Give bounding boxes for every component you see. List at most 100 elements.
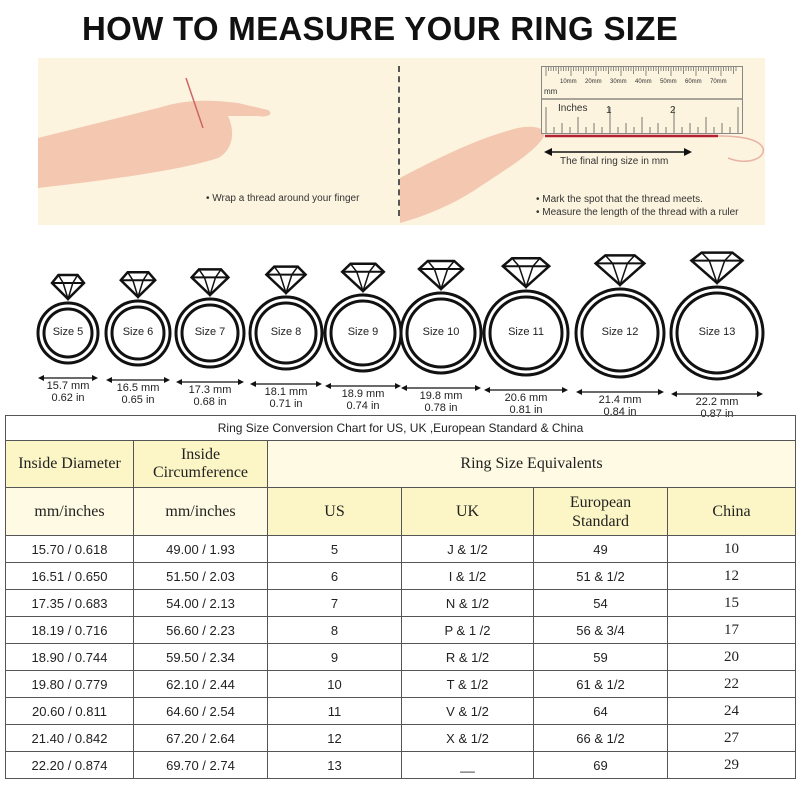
- ring-diameter-mm: 20.6 mm: [504, 392, 548, 404]
- ring-size-conversion-table: Ring Size Conversion Chart for US, UK ,E…: [5, 415, 796, 779]
- ruler-mm-tick: 60mm: [685, 79, 702, 85]
- table-cell: P & 1 /2: [401, 616, 534, 644]
- table-row: 21.40 / 0.842 67.20 / 2.64 12 X & 1/2 66 & 1…: [5, 724, 796, 752]
- table-row: 18.90 / 0.744 59.50 / 2.34 9 R & 1/2 59 20: [5, 643, 796, 671]
- table-cell: J & 1/2: [401, 535, 534, 563]
- table-cell: 54.00 / 2.13: [133, 589, 268, 617]
- step-2-text: • Mark the spot that the thread meets.: [536, 194, 703, 205]
- table-cell: I & 1/2: [401, 562, 534, 590]
- ring-5: Size 5 15.7 mm 0.62 in: [8, 245, 128, 410]
- ring-size-label: Size 7: [194, 326, 226, 338]
- ring-diameter-mm: 19.8 mm: [419, 390, 463, 402]
- ring-diameter-in: 0.62 in: [51, 392, 85, 404]
- table-cell: __: [401, 751, 534, 779]
- ring-8: Size 8 18.1 mm 0.71 in: [226, 245, 346, 410]
- table-cell: 16.51 / 0.650: [5, 562, 134, 590]
- ruler-mm-tick: 70mm: [710, 79, 727, 85]
- ring-size-label: Size 9: [347, 326, 379, 338]
- ring-size-label: Size 5: [52, 326, 84, 338]
- table-cell: 54: [533, 589, 668, 617]
- step-3-text: • Measure the length of the thread with …: [536, 207, 739, 218]
- header-inside-diameter: Inside Diameter: [5, 440, 134, 488]
- table-row: 17.35 / 0.683 54.00 / 2.13 7 N & 1/2 54 15: [5, 589, 796, 617]
- ring-6: Size 6 16.5 mm 0.65 in: [78, 245, 198, 410]
- table-cell: 64: [533, 697, 668, 725]
- table-cell: 13: [267, 751, 402, 779]
- ruler: mm Inches 10mm 20mm 30mm 40mm 50mm 60mm 70mm 1 2: [541, 66, 743, 134]
- ruler-inch-tick: 1: [606, 105, 612, 116]
- table-cell: 66 & 1/2: [533, 724, 668, 752]
- ring-diameter-in: 0.81 in: [509, 404, 543, 416]
- diamond-icon: [189, 268, 231, 297]
- table-cell: 61 & 1/2: [533, 670, 668, 698]
- table-cell: 67.20 / 2.64: [133, 724, 268, 752]
- ring-size-label: Size 8: [270, 326, 302, 338]
- ruler-mm-label: mm: [544, 87, 558, 96]
- table-cell: 22.20 / 0.874: [5, 751, 134, 779]
- ring-diameter-in: 0.74 in: [346, 400, 380, 412]
- table-cell: 56.60 / 2.23: [133, 616, 268, 644]
- ruler-mm-tick: 50mm: [660, 79, 677, 85]
- ring-11: Size 11 20.6 mm 0.81 in: [466, 245, 586, 416]
- table-cell: 10: [267, 670, 402, 698]
- arrow-caption: The final ring size in mm: [560, 156, 669, 167]
- ring-diameter-mm: 18.9 mm: [341, 388, 385, 400]
- ring-diameter-mm: 16.5 mm: [116, 382, 160, 394]
- measurement-illustration: mm Inches 10mm 20mm 30mm 40mm 50mm 60mm 70mm 1 2…: [38, 58, 765, 225]
- table-cell: 12: [267, 724, 402, 752]
- table-cell: 69.70 / 2.74: [133, 751, 268, 779]
- table-cell: R & 1/2: [401, 643, 534, 671]
- table-cell: 56 & 3/4: [533, 616, 668, 644]
- header-uk: UK: [401, 487, 534, 536]
- header-china: China: [667, 487, 796, 536]
- diamond-icon: [119, 270, 157, 299]
- ring-diameter-mm: 17.3 mm: [188, 384, 232, 396]
- table-cell: 17: [667, 616, 796, 644]
- diamond-icon: [593, 254, 647, 287]
- ring-diameter-mm: 15.7 mm: [46, 380, 90, 392]
- ring-10: Size 10 19.8 mm 0.78 in: [381, 245, 501, 414]
- diamond-icon: [417, 259, 465, 291]
- table-cell: 49.00 / 1.93: [133, 535, 268, 563]
- ring-icon: [104, 270, 172, 383]
- ruler-mm-tick: 40mm: [635, 79, 652, 85]
- table-cell: 27: [667, 724, 796, 752]
- ring-diameter-in: 0.71 in: [269, 398, 303, 410]
- ruler-mm-tick: 20mm: [585, 79, 602, 85]
- ring-12: Size 12 21.4 mm 0.84 in: [560, 245, 680, 418]
- page-title: HOW TO MEASURE YOUR RING SIZE: [81, 10, 679, 47]
- table-cell: 22: [667, 670, 796, 698]
- table-cell: 51.50 / 2.03: [133, 562, 268, 590]
- table-row: 15.70 / 0.618 49.00 / 1.93 5 J & 1/2 49 10: [5, 535, 796, 563]
- step-1-text: • Wrap a thread around your finger: [206, 193, 360, 204]
- hand-illustration: [38, 77, 764, 223]
- ring-icon: [248, 265, 324, 387]
- ruler-inch-tick: 2: [670, 105, 676, 116]
- table-cell: 49: [533, 535, 668, 563]
- table-cell: 8: [267, 616, 402, 644]
- ring-icon: [669, 251, 765, 397]
- header-us: US: [267, 487, 402, 536]
- ring-7: Size 7 17.3 mm 0.68 in: [150, 245, 270, 410]
- table-title: Ring Size Conversion Chart for US, UK ,E…: [5, 415, 796, 441]
- table-cell: 51 & 1/2: [533, 562, 668, 590]
- table-cell: 24: [667, 697, 796, 725]
- table-cell: 69: [533, 751, 668, 779]
- table-row: 19.80 / 0.779 62.10 / 2.44 10 T & 1/2 61 & 1…: [5, 670, 796, 698]
- header-ring-size-equivalents: Ring Size Equivalents: [267, 440, 796, 488]
- diamond-icon: [50, 273, 86, 301]
- table-cell: 20.60 / 0.811: [5, 697, 134, 725]
- table-cell: 9: [267, 643, 402, 671]
- ring-size-label: Size 11: [508, 326, 544, 338]
- table-cell: 11: [267, 697, 402, 725]
- divider: [398, 66, 400, 216]
- table-cell: 18.90 / 0.744: [5, 643, 134, 671]
- ruler-mm-tick: 10mm: [560, 79, 577, 85]
- table-cell: 21.40 / 0.842: [5, 724, 134, 752]
- header-european: European Standard: [533, 487, 668, 536]
- table-cell: 20: [667, 643, 796, 671]
- ring-size-label: Size 6: [122, 326, 154, 338]
- ruler-mm-tick: 30mm: [610, 79, 627, 85]
- table-cell: 62.10 / 2.44: [133, 670, 268, 698]
- table-cell: V & 1/2: [401, 697, 534, 725]
